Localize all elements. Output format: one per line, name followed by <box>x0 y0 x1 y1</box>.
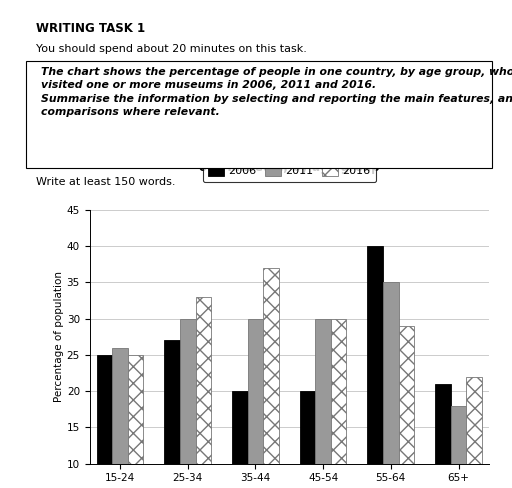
Bar <box>97 355 112 488</box>
Text: The chart shows the percentage of people in one country, by age group, who
visit: The chart shows the percentage of people… <box>41 67 512 90</box>
Bar <box>315 319 331 488</box>
Bar <box>263 268 279 488</box>
Bar <box>368 246 383 488</box>
Legend: 2006, 2011, 2016: 2006, 2011, 2016 <box>203 160 376 182</box>
Bar <box>196 297 211 488</box>
Bar <box>466 377 482 488</box>
Bar <box>128 355 143 488</box>
Bar <box>300 391 315 488</box>
Bar <box>331 319 347 488</box>
Bar <box>451 406 466 488</box>
Bar <box>435 384 451 488</box>
Bar <box>399 326 414 488</box>
Bar <box>248 319 263 488</box>
Bar <box>383 283 399 488</box>
Text: Write at least 150 words.: Write at least 150 words. <box>36 177 175 186</box>
Text: You should spend about 20 minutes on this task.: You should spend about 20 minutes on thi… <box>36 44 307 54</box>
Bar <box>232 391 248 488</box>
Text: Summarise the information by selecting and reporting the main features, and make: Summarise the information by selecting a… <box>41 94 512 117</box>
Bar <box>112 347 128 488</box>
Text: WRITING TASK 1: WRITING TASK 1 <box>36 22 145 35</box>
Title: Percentage of population who visited at least
one museum, by age group: Percentage of population who visited at … <box>138 146 441 174</box>
Bar <box>180 319 196 488</box>
Bar <box>164 340 180 488</box>
Y-axis label: Percentage of population: Percentage of population <box>54 271 64 402</box>
